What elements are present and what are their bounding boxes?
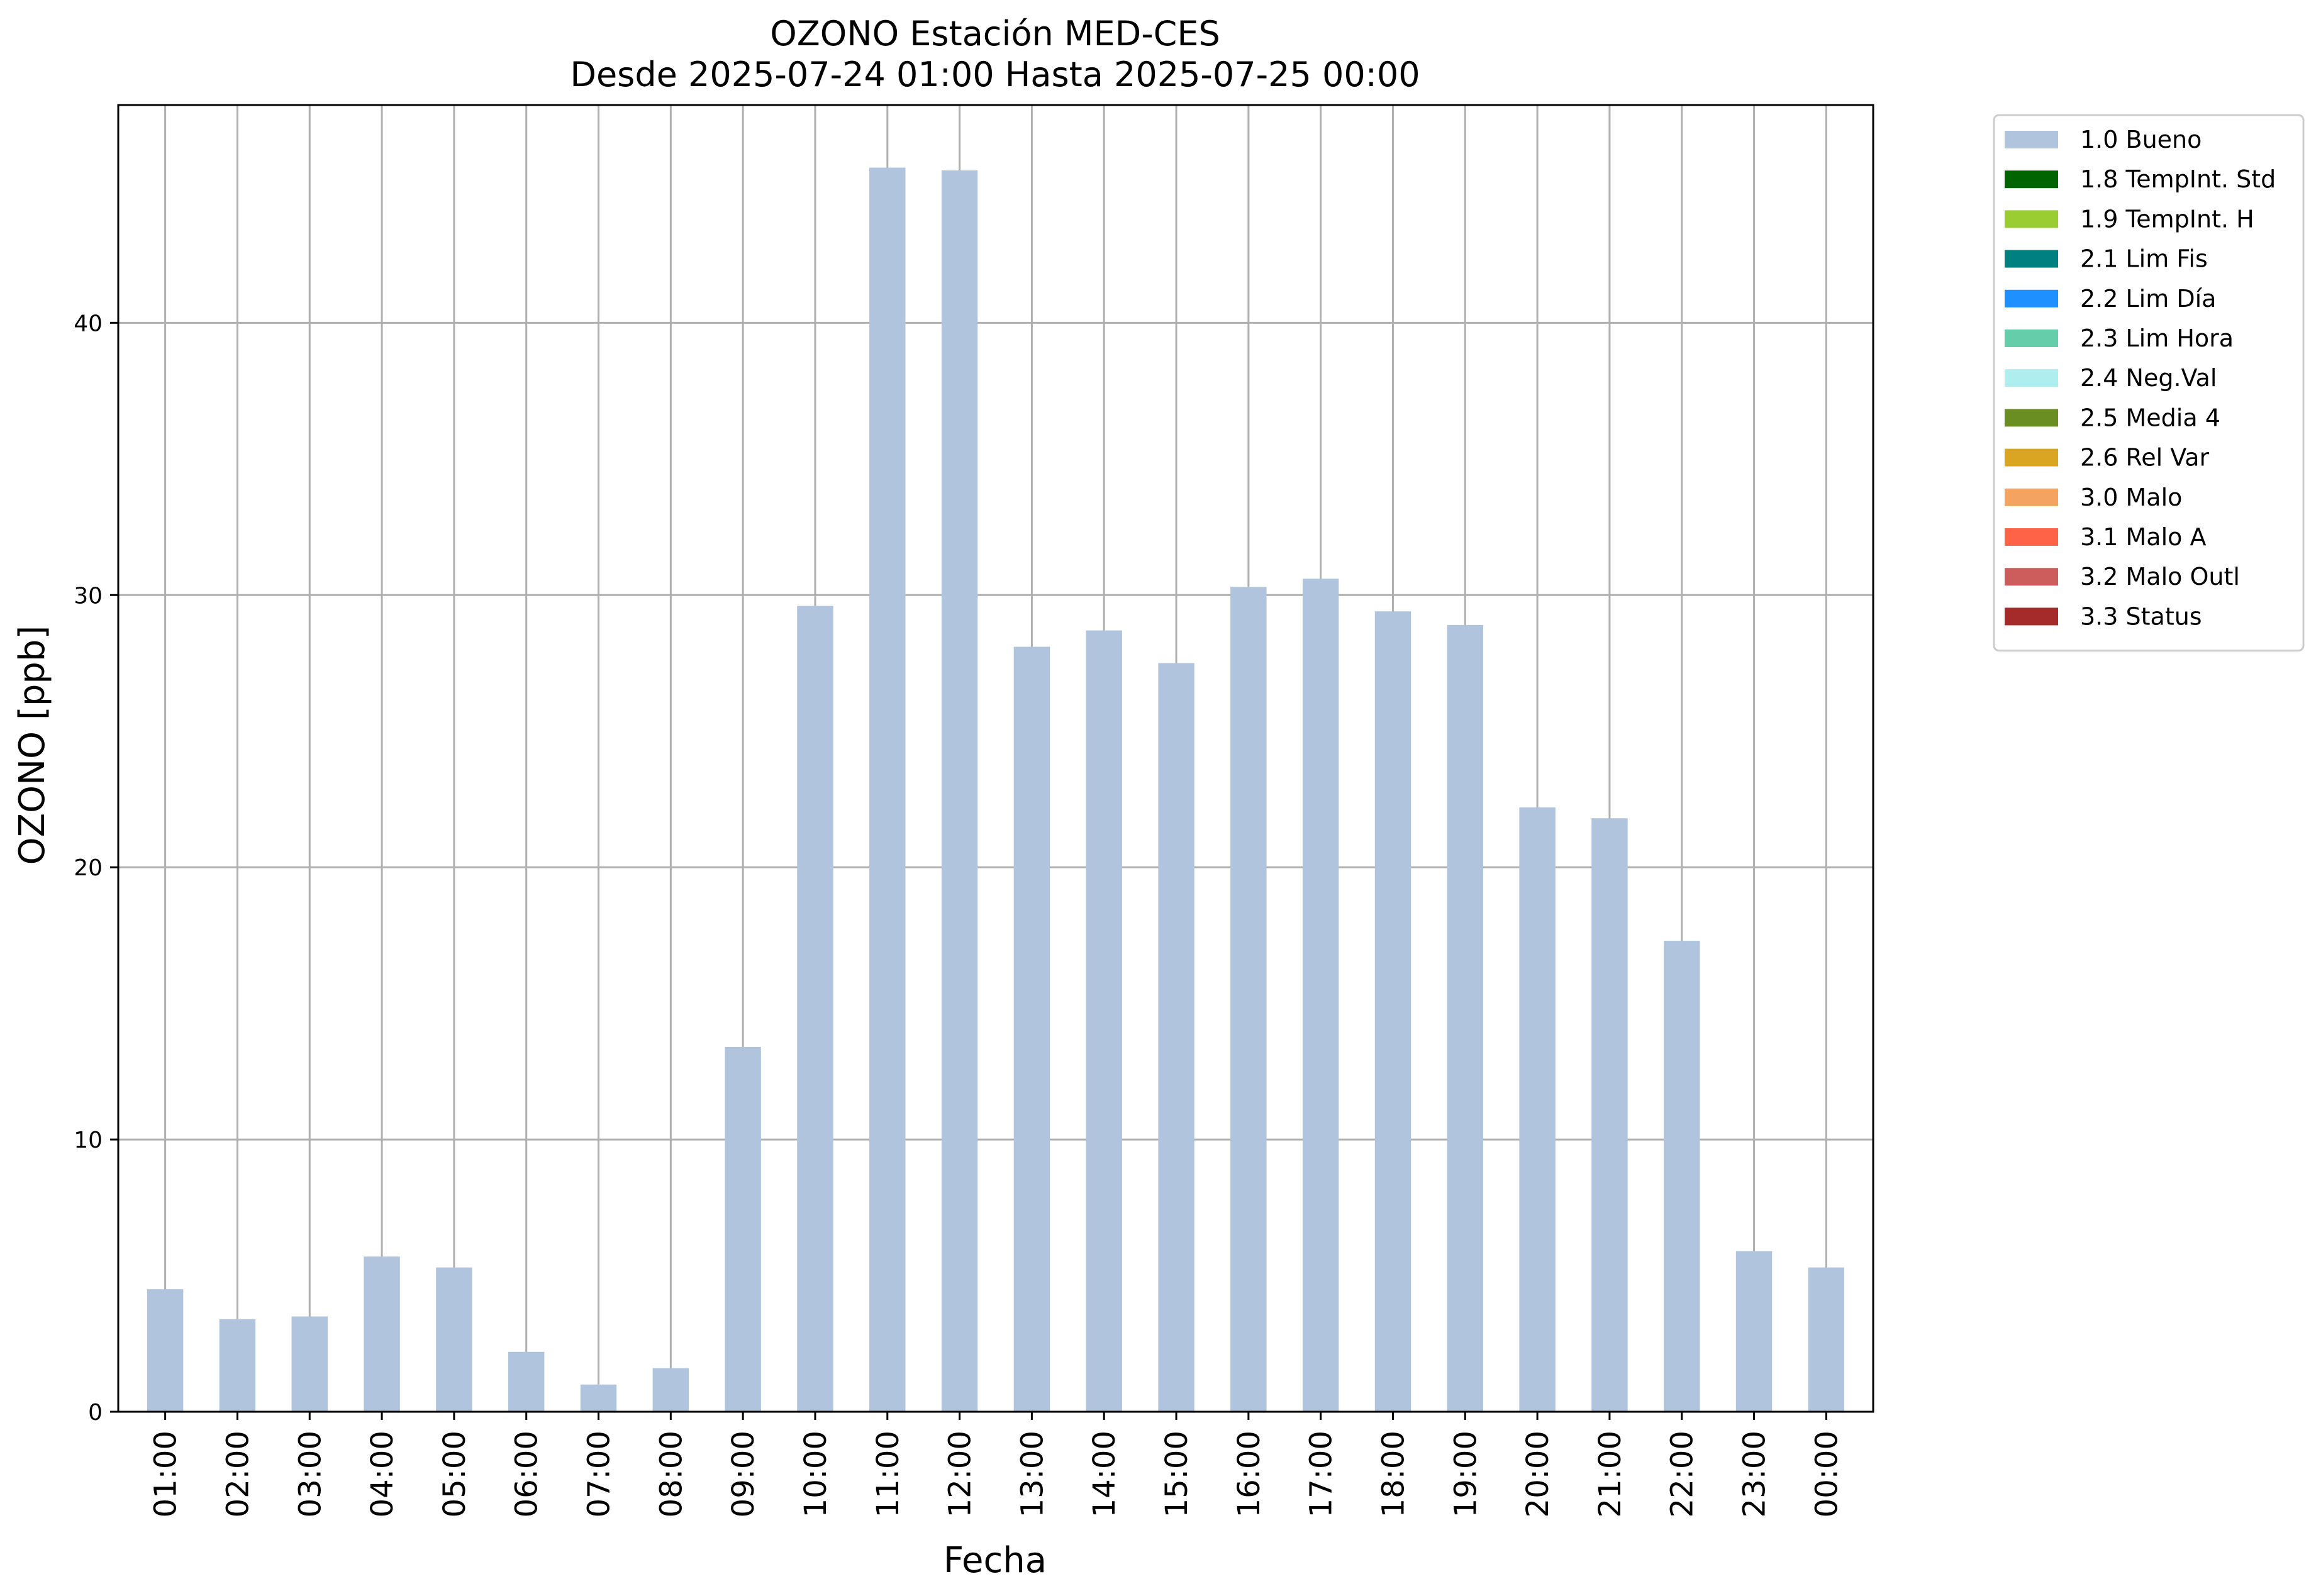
- legend-label: 1.8 TempInt. Std: [2080, 165, 2276, 193]
- legend-swatch: [2005, 369, 2058, 387]
- bar: [219, 1319, 256, 1412]
- x-tick-label: 01:00: [148, 1431, 184, 1517]
- x-tick-label: 11:00: [871, 1431, 906, 1517]
- bar: [869, 167, 906, 1412]
- legend-swatch: [2005, 210, 2058, 228]
- axis-ticks: 0 10 20 30 40 01:00 02:00 03:00 04:00 05:00 06:00 0…: [74, 311, 1844, 1517]
- x-tick-label: 09:00: [726, 1431, 761, 1517]
- x-tick-label: 13:00: [1015, 1431, 1050, 1517]
- bar: [1808, 1267, 1845, 1412]
- x-tick-label: 15:00: [1159, 1431, 1194, 1517]
- legend-label: 2.6 Rel Var: [2080, 444, 2210, 472]
- legend-swatch: [2005, 250, 2058, 268]
- legend-label: 1.9 TempInt. H: [2080, 205, 2254, 233]
- legend-swatch: [2005, 330, 2058, 347]
- bar: [580, 1384, 617, 1412]
- plot-frame: [117, 104, 1874, 1413]
- x-tick-label: 21:00: [1593, 1431, 1628, 1517]
- x-tick-label: 00:00: [1809, 1431, 1844, 1517]
- bar: [725, 1046, 761, 1412]
- legend-label: 2.2 Lim Día: [2080, 285, 2216, 313]
- bar: [1447, 624, 1483, 1412]
- legend-swatch: [2005, 448, 2058, 467]
- x-tick-label: 10:00: [798, 1431, 833, 1517]
- legend-swatch: [2005, 488, 2058, 506]
- bar: [364, 1256, 400, 1412]
- y-tick-label: 40: [74, 311, 103, 336]
- x-tick-label: 05:00: [437, 1431, 472, 1517]
- x-tick-label: 22:00: [1665, 1431, 1700, 1517]
- x-tick-label: 03:00: [292, 1431, 328, 1517]
- bar: [147, 1289, 184, 1412]
- x-axis-label: Fecha: [944, 1540, 1047, 1581]
- legend-swatch: [2005, 528, 2058, 546]
- legend-swatch: [2005, 170, 2058, 189]
- x-tick-label: 04:00: [365, 1431, 400, 1517]
- legend-swatch: [2005, 409, 2058, 427]
- legend-label: 2.3 Lim Hora: [2080, 324, 2234, 352]
- legend-label: 3.2 Malo Outl: [2080, 563, 2240, 590]
- bar: [652, 1368, 689, 1412]
- y-tick-label: 10: [74, 1128, 103, 1153]
- y-tick-label: 20: [74, 855, 103, 881]
- chart-subtitle: Desde 2025-07-24 01:00 Hasta 2025-07-25 …: [570, 55, 1420, 94]
- bar: [1086, 630, 1122, 1412]
- legend-label: 3.1 Malo A: [2080, 523, 2206, 551]
- y-tick-label: 0: [88, 1400, 103, 1426]
- legend-label: 2.1 Lim Fis: [2080, 245, 2208, 273]
- legend-label: 3.0 Malo: [2080, 484, 2182, 511]
- x-tick-label: 17:00: [1304, 1431, 1339, 1517]
- bar: [1374, 611, 1411, 1412]
- legend-label: 3.3 Status: [2080, 602, 2202, 630]
- legend-swatch: [2005, 568, 2058, 586]
- legend-swatch: [2005, 131, 2058, 148]
- bar: [508, 1351, 545, 1412]
- x-tick-label: 14:00: [1087, 1431, 1122, 1517]
- legend-label: 1.0 Bueno: [2080, 126, 2202, 153]
- legend-swatch: [2005, 289, 2058, 308]
- bar: [291, 1316, 328, 1412]
- legend-label: 2.4 Neg.Val: [2080, 364, 2217, 392]
- bar: [1664, 941, 1700, 1412]
- bar-series: [147, 167, 1845, 1412]
- x-tick-label: 08:00: [654, 1431, 689, 1517]
- x-tick-label: 18:00: [1376, 1431, 1411, 1517]
- bar: [1302, 579, 1339, 1412]
- bar: [436, 1267, 472, 1412]
- bar: [1013, 646, 1050, 1412]
- bar: [1735, 1251, 1773, 1412]
- chart-title: OZONO Estación MED-CES: [770, 14, 1220, 53]
- legend-swatch: [2005, 607, 2058, 626]
- legend-box: [1993, 114, 2305, 652]
- x-tick-label: 19:00: [1448, 1431, 1483, 1517]
- x-tick-label: 02:00: [220, 1431, 255, 1517]
- x-tick-label: 07:00: [582, 1431, 617, 1517]
- bar: [941, 170, 978, 1412]
- y-axis-label: OZONO [ppb]: [12, 626, 53, 865]
- bar: [1230, 587, 1267, 1412]
- bar: [1591, 818, 1628, 1412]
- x-tick-label: 12:00: [943, 1431, 978, 1517]
- legend-label: 2.5 Media 4: [2080, 404, 2220, 431]
- plot-border: [117, 104, 1874, 1413]
- x-tick-label: 20:00: [1520, 1431, 1556, 1517]
- x-tick-label: 23:00: [1737, 1431, 1773, 1517]
- x-tick-label: 06:00: [509, 1431, 545, 1517]
- bar: [797, 606, 833, 1412]
- x-tick-label: 16:00: [1232, 1431, 1267, 1517]
- y-tick-label: 30: [74, 583, 103, 609]
- legend: 1.0 Bueno 1.8 TempInt. Std 1.9 TempInt. H 2…: [1993, 114, 2305, 652]
- bar: [1519, 807, 1556, 1412]
- bar: [1158, 663, 1194, 1412]
